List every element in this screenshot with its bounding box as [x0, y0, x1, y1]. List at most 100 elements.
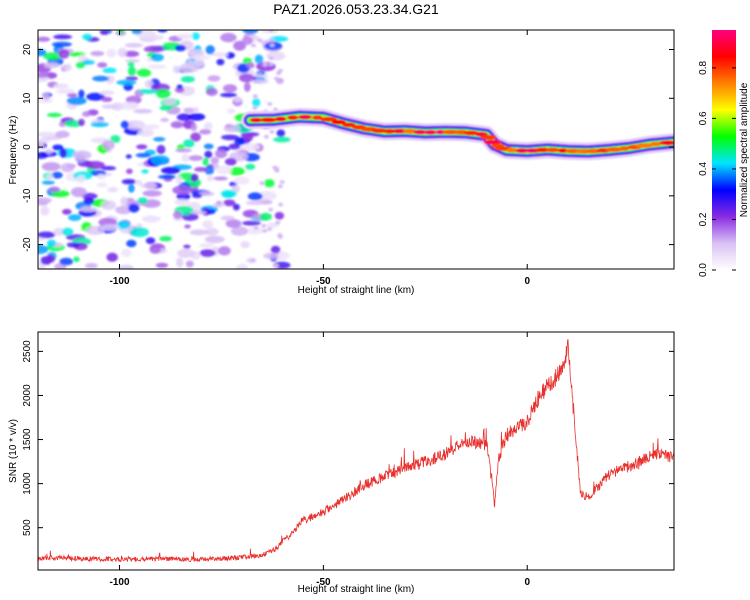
heatmap-noise-cell — [82, 192, 98, 200]
heatmap-noise-cell — [46, 254, 56, 263]
heatmap-noise-cell — [55, 88, 75, 94]
heatmap-noise-cell — [55, 130, 70, 138]
heatmap-noise-cell — [144, 181, 156, 190]
heatmap-ridge-peak — [605, 147, 623, 152]
heatmap-noise-cell — [107, 187, 119, 193]
heatmap-noise-cell — [224, 158, 237, 166]
heatmap-y-ticks: -20 -10 0 10 20 — [22, 44, 674, 252]
heatmap-noise-cell — [252, 94, 258, 98]
heatmap-noise-cell — [53, 227, 65, 236]
heatmap-noise-cell — [269, 43, 275, 47]
heatmap-noise-cell — [263, 252, 279, 260]
heatmap-noise-cell — [259, 181, 265, 185]
heatmap-noise-cell — [100, 30, 109, 35]
heatmap-noise-cell — [194, 167, 208, 172]
heatmap-noise-cell — [267, 102, 273, 106]
heatmap-noise-cell — [48, 186, 61, 193]
heatmap-noise-cell — [66, 96, 87, 106]
heatmap-noise-cell — [172, 65, 181, 74]
heatmap-ridge-peak — [298, 114, 312, 120]
heatmap-noise-cell — [192, 107, 199, 113]
heatmap-noise-cell — [135, 153, 151, 158]
heatmap-noise-cell — [128, 203, 140, 213]
heatmap-noise-cell — [156, 88, 171, 99]
heatmap-noise-cell — [82, 33, 93, 41]
snr-x-axis-label: Height of straight line (km) — [298, 584, 415, 595]
heatmap-noise-cell — [221, 134, 239, 141]
heatmap-noise-cell — [80, 206, 98, 213]
heatmap-noise-cell — [183, 107, 195, 114]
heatmap-ridge-peak — [259, 117, 277, 123]
heatmap-noise-cell — [138, 89, 158, 94]
heatmap-noise-cell — [268, 56, 274, 60]
heatmap-noise-cell — [232, 203, 240, 211]
heatmap-noise-cell — [247, 192, 263, 201]
heatmap-noise-cell — [46, 112, 62, 118]
heatmap-ridge-peak — [545, 147, 560, 153]
heatmap-noise-cell — [163, 98, 177, 106]
heatmap-noise-cell — [90, 121, 109, 128]
heatmap-ridge-peak — [312, 115, 323, 120]
heatmap-noise-cell — [53, 83, 69, 89]
heatmap-noise-cell — [191, 32, 200, 40]
snr-x-tick-label: 0 — [524, 577, 530, 588]
heatmap-noise-cell — [199, 243, 214, 248]
heatmap-ridge — [241, 107, 674, 161]
heatmap-noise-cell — [220, 32, 237, 43]
heatmap-frame — [37, 29, 675, 270]
heatmap-noise-cell — [211, 52, 229, 58]
heatmap-noise-cell — [42, 93, 50, 101]
snr-y-tick-label: 2500 — [22, 340, 33, 363]
heatmap-y-tick-label: -10 — [22, 188, 33, 203]
heatmap-noise-cell — [264, 179, 275, 188]
heatmap-noise-cell — [156, 144, 166, 155]
heatmap-noise-cell — [204, 150, 213, 159]
heatmap-noise-cell — [228, 143, 241, 150]
heatmap-noise-cell — [190, 210, 207, 215]
heatmap-noise-cell — [38, 138, 50, 143]
heatmap-noise-cell — [180, 76, 195, 83]
heatmap-noise-cell — [151, 155, 170, 165]
heatmap-noise-cell — [240, 241, 250, 249]
heatmap-noise-cell — [233, 40, 247, 51]
snr-frame — [37, 331, 675, 571]
heatmap-noise-cell — [100, 200, 117, 211]
heatmap-ridge-peak — [413, 129, 427, 135]
heatmap-noise-cell — [267, 227, 273, 231]
heatmap-noise-cell — [184, 224, 191, 229]
heatmap-noise-cell — [137, 128, 155, 137]
heatmap-noise-cell — [172, 185, 193, 195]
heatmap-noise-cell — [99, 90, 115, 96]
heatmap-noise-cell — [38, 200, 48, 206]
heatmap-noise-cell — [137, 197, 148, 205]
snr-y-tick-label: 1500 — [22, 428, 33, 451]
heatmap-noise-cell — [268, 62, 274, 66]
heatmap-noise-cell — [233, 97, 243, 103]
heatmap-noise-cell — [133, 108, 153, 114]
heatmap-noise-cell — [38, 244, 49, 255]
heatmap-noise-cell — [141, 169, 149, 174]
heatmap-noise-cell — [128, 184, 135, 193]
heatmap-noise-cell — [188, 49, 205, 57]
heatmap-noise-cell — [121, 179, 137, 185]
heatmap-noise-cell — [205, 87, 218, 96]
heatmap-noise-cell — [213, 176, 228, 181]
heatmap-noise-cell — [189, 229, 208, 236]
heatmap-noise-cell — [199, 129, 212, 135]
heatmap-noise-cell — [96, 182, 108, 188]
heatmap-x-tick-label: 0 — [524, 276, 530, 287]
heatmap-noise-cell — [190, 132, 202, 142]
heatmap-noise-cell — [81, 60, 95, 65]
heatmap-noise-cell — [257, 38, 263, 43]
heatmap-noise-cell — [243, 82, 251, 92]
heatmap-noise-cell — [242, 220, 261, 226]
heatmap-noise-cell — [126, 239, 137, 248]
heatmap-noise-cell — [45, 173, 54, 180]
heatmap-noise-cell — [44, 62, 60, 69]
heatmap-noise-cell — [41, 180, 55, 185]
heatmap-noise-cell — [212, 202, 225, 208]
heatmap-noise-cell — [245, 163, 256, 170]
heatmap-noise-cell — [176, 113, 192, 121]
heatmap-noise-cell — [257, 191, 277, 201]
